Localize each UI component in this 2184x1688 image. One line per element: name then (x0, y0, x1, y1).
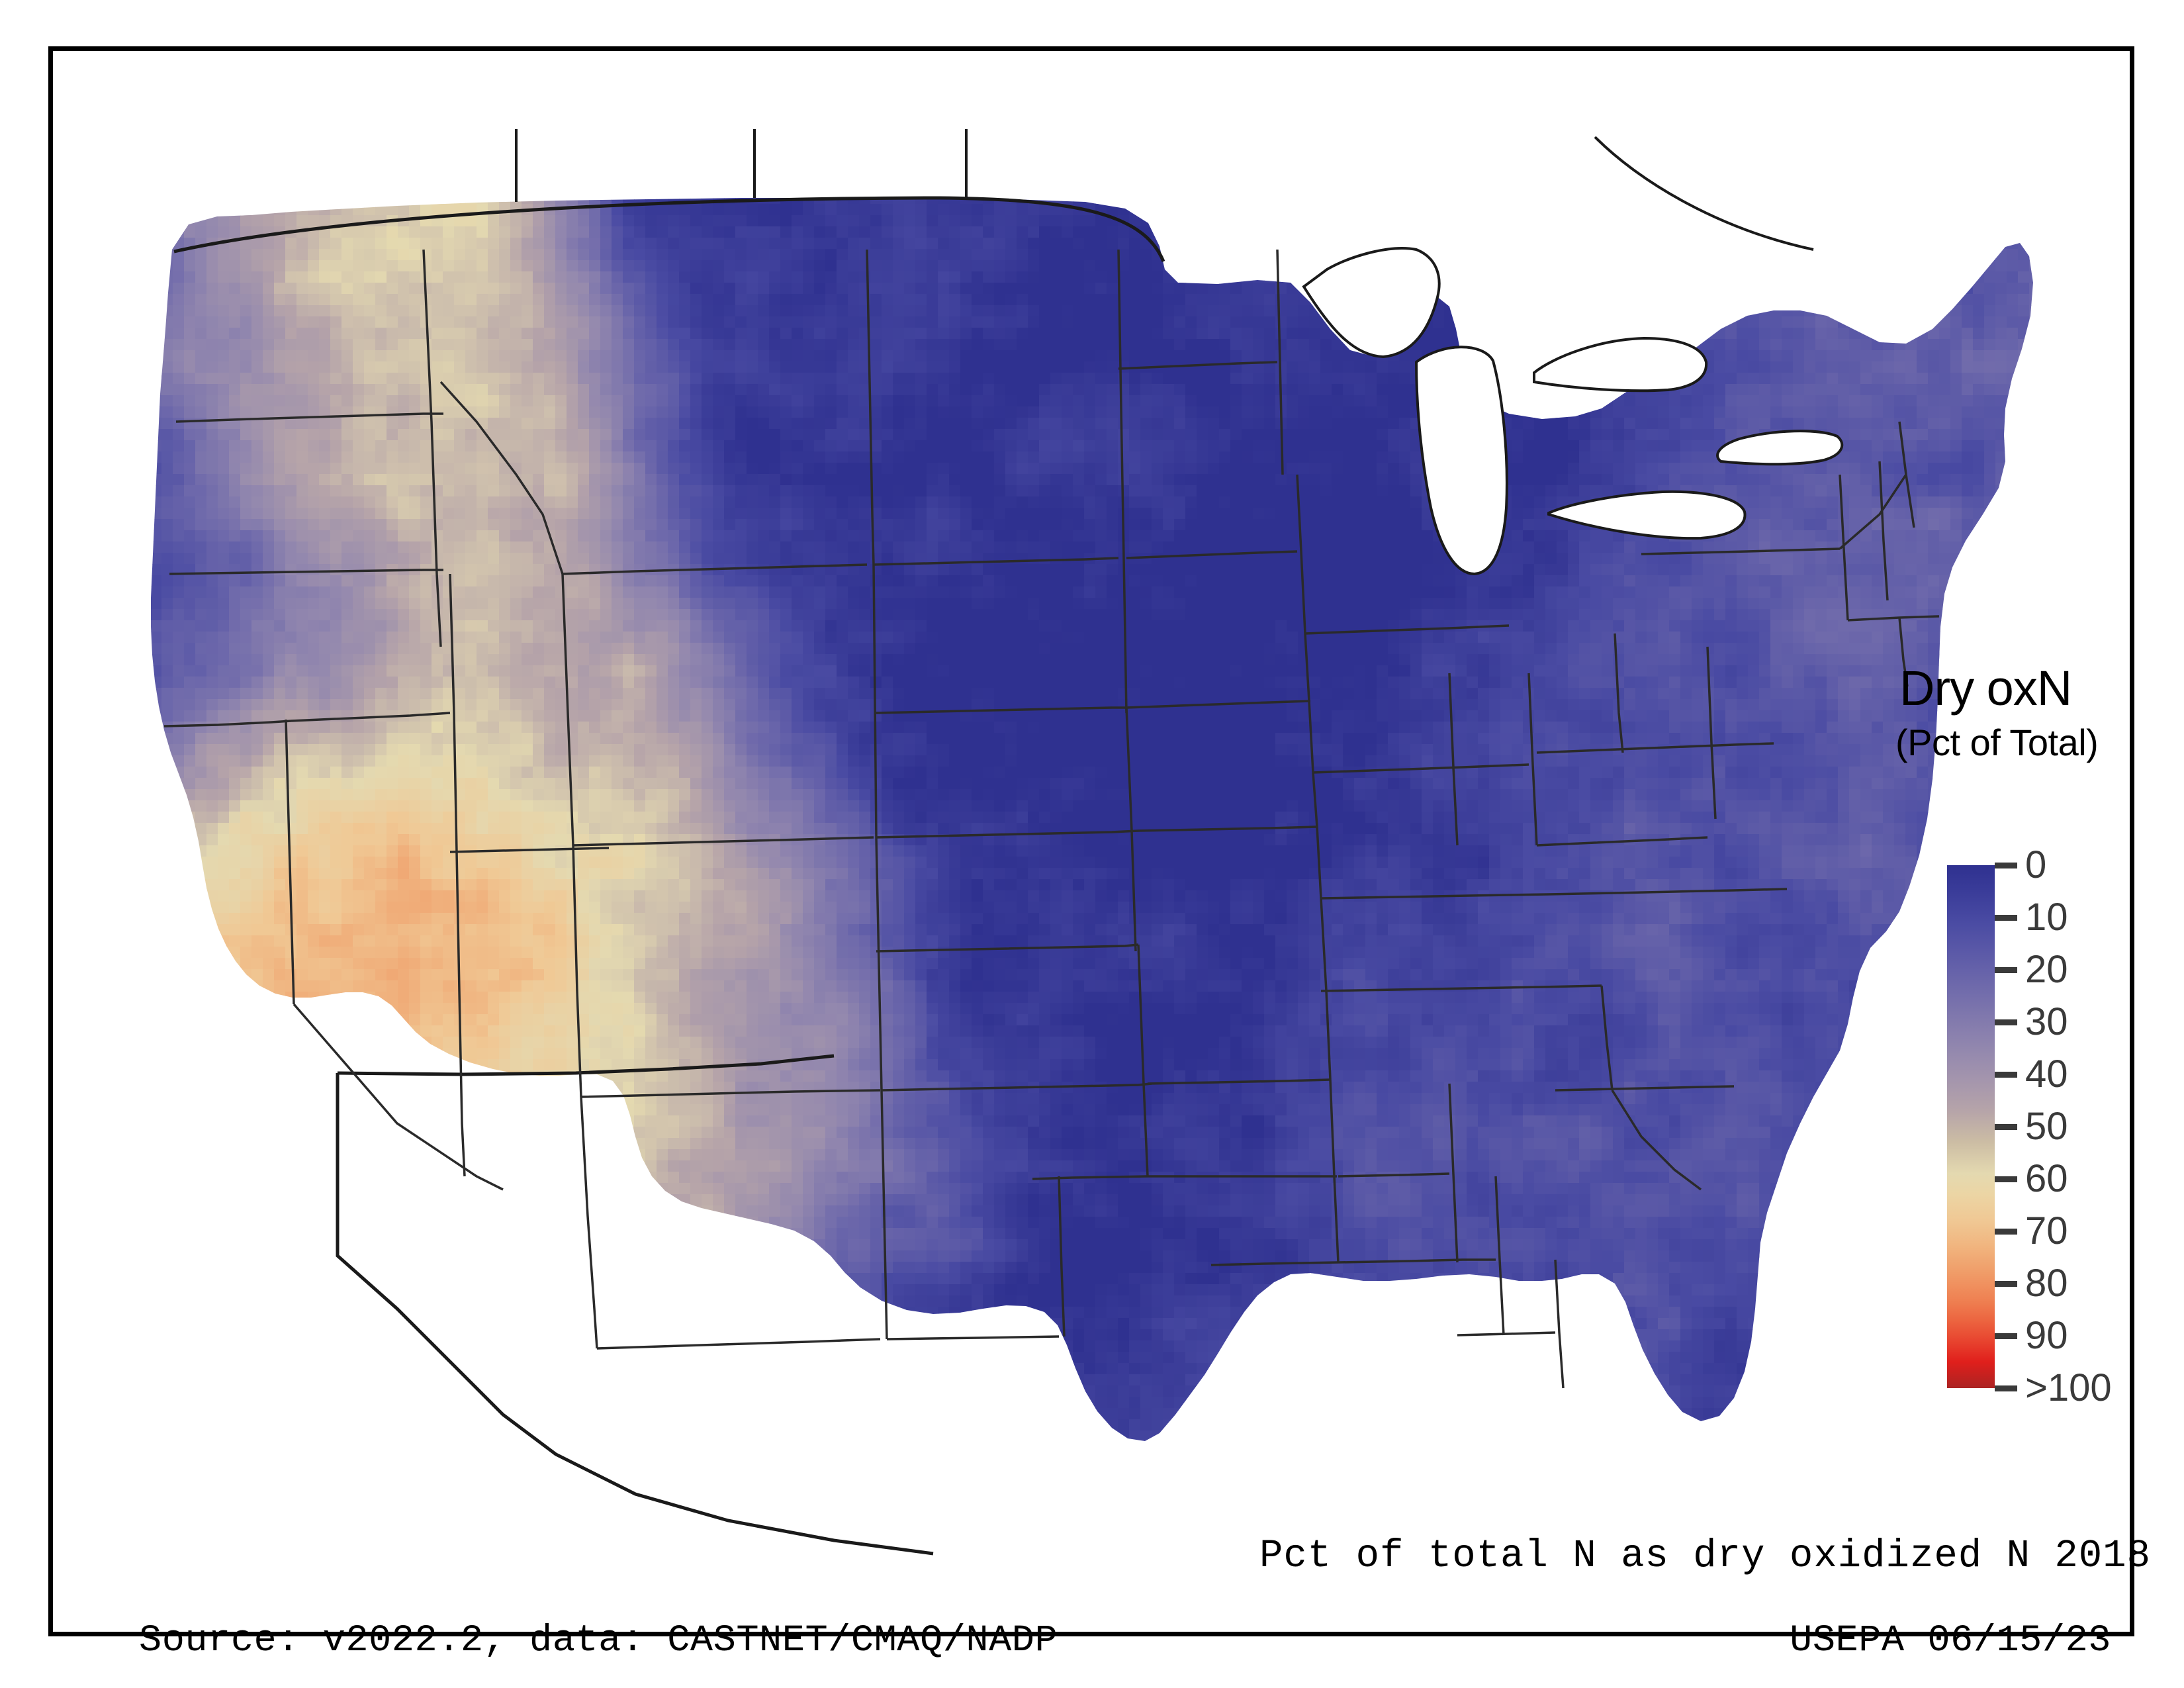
colorbar-tick-label: 20 (2025, 951, 2068, 989)
colorbar-tick (1995, 1385, 2017, 1391)
colorbar-tick (1995, 863, 2017, 868)
us-choropleth-map (53, 51, 2130, 1632)
colorbar-tick-label: 80 (2025, 1264, 2068, 1303)
colorbar-tick (1995, 1229, 2017, 1235)
colorbar-tick (1995, 1019, 2017, 1025)
map-canvas (53, 51, 2130, 1632)
colorbar-gradient (1947, 865, 1995, 1388)
colorbar-tick (1995, 1333, 2017, 1339)
colorbar-tick-label: 50 (2025, 1107, 2068, 1146)
colorbar-tick-label: 40 (2025, 1055, 2068, 1094)
credit-label: USEPA 06/15/23 (1790, 1620, 2111, 1662)
colorbar-tick-label: 70 (2025, 1212, 2068, 1250)
colorbar-tick-label: 90 (2025, 1317, 2068, 1355)
source-label: Source: v2022.2, data: CASTNET/CMAQ/NADP (139, 1620, 1058, 1662)
legend-title: Dry oxN (1899, 660, 2072, 716)
state-boundaries (163, 249, 1940, 1389)
colorbar-tick (1995, 967, 2017, 973)
colorbar-tick-label: 60 (2025, 1160, 2068, 1198)
map-title-row: Pct of total N as dry oxidized N 2018 (913, 1534, 2151, 1578)
political-boundaries (173, 129, 1844, 1556)
colorbar-tick (1995, 1072, 2017, 1078)
footer-row: Source: v2022.2, data: CASTNET/CMAQ/NADP… (139, 1620, 2111, 1662)
legend-subtitle: (Pct of Total) (1895, 721, 2099, 764)
map-title: Pct of total N as dry oxidized N 2018 (1259, 1534, 2151, 1578)
legend: Dry oxN (Pct of Total) 0 10 20 30 40 50 60 70 80… (1895, 660, 2184, 1441)
colorbar: 0 10 20 30 40 50 60 70 80 90 >100 (1947, 846, 2112, 1407)
colorbar-tick (1995, 1124, 2017, 1130)
colorbar-tick-label: >100 (2025, 1369, 2112, 1407)
colorbar-tick (1995, 1281, 2017, 1287)
map-frame: Dry oxN (Pct of Total) 0 10 20 30 40 50 60 70 80… (48, 46, 2150, 1662)
colorbar-tick (1995, 1176, 2017, 1182)
colorbar-tick-label: 30 (2025, 1003, 2068, 1041)
colorbar-tick-label: 0 (2025, 846, 2046, 884)
colorbar-tick (1995, 915, 2017, 921)
colorbar-tick-label: 10 (2025, 898, 2068, 937)
